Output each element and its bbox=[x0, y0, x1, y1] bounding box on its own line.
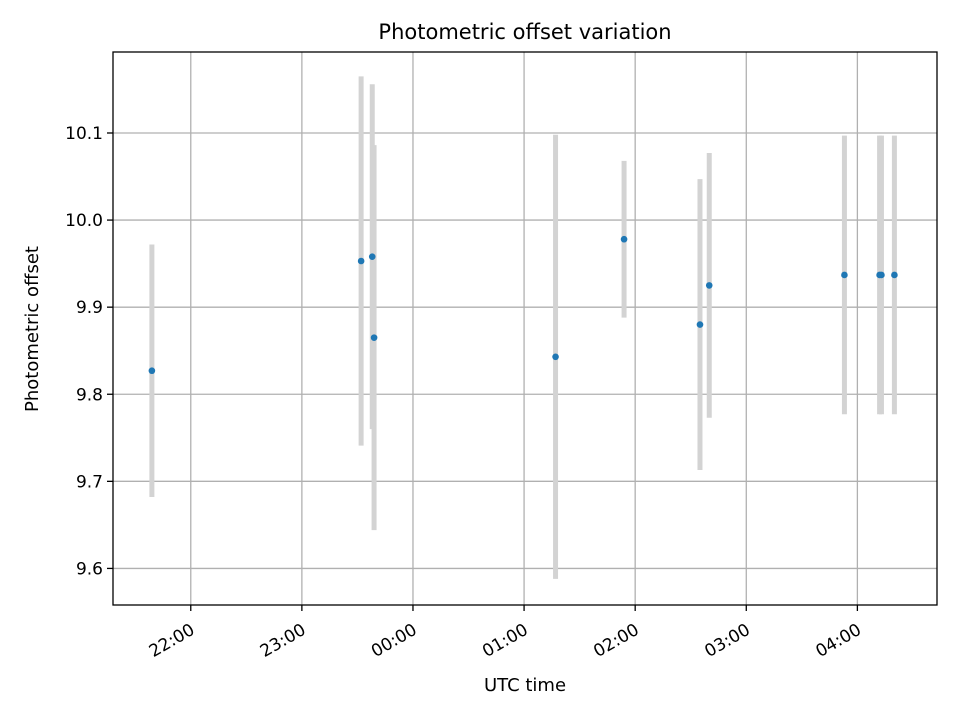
data-points bbox=[148, 235, 898, 375]
plot-frame bbox=[112, 51, 938, 606]
y-axis-title: Photometric offset bbox=[22, 246, 43, 412]
data-point bbox=[368, 253, 376, 260]
data-point bbox=[841, 271, 848, 279]
data-point bbox=[370, 334, 378, 341]
y-tick-label: 9.9 bbox=[76, 298, 103, 318]
data-point bbox=[705, 282, 713, 289]
y-axis-ticks: 9.6 9.7 9.8 9.9 10.0 10.1 bbox=[65, 124, 113, 579]
y-tick-label: 9.6 bbox=[76, 559, 103, 579]
y-tick-label: 10.0 bbox=[65, 211, 103, 231]
data-point bbox=[552, 353, 559, 361]
data-point bbox=[620, 235, 628, 243]
y-tick-label: 9.7 bbox=[76, 472, 103, 492]
x-axis-title: UTC time bbox=[484, 675, 566, 696]
y-tick-label: 10.1 bbox=[65, 124, 103, 144]
data-point bbox=[148, 367, 156, 375]
data-point bbox=[878, 271, 885, 279]
data-point bbox=[696, 321, 704, 328]
y-tick-label: 9.8 bbox=[76, 385, 103, 405]
data-point bbox=[891, 271, 898, 279]
data-point bbox=[357, 257, 365, 265]
chart-title: Photometric offset variation bbox=[378, 20, 671, 44]
grid bbox=[113, 52, 937, 605]
